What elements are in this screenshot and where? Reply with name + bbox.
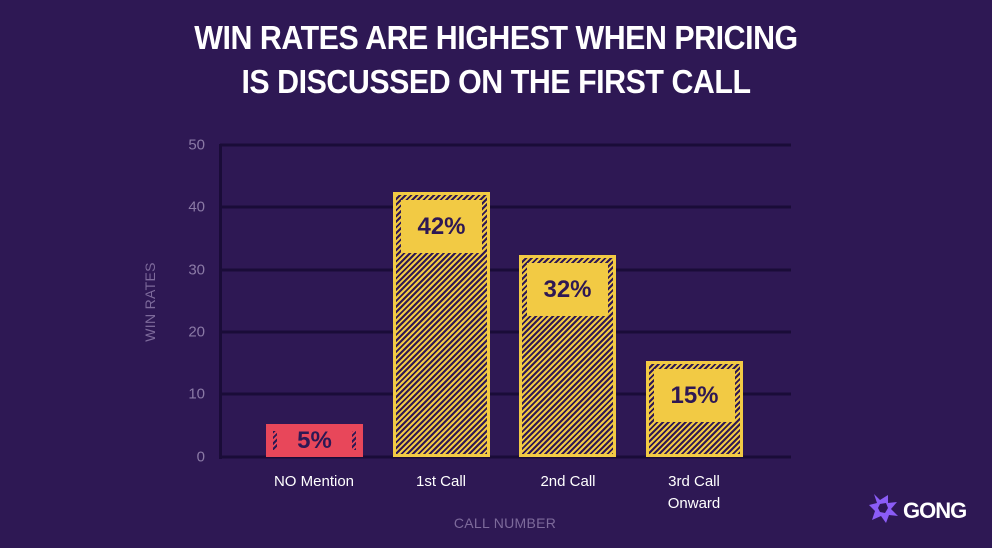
x-category-1st-call: 1st Call [415, 473, 467, 490]
bar-stripe-right [350, 431, 356, 450]
y-tick-20: 20 [188, 323, 205, 341]
x-category-line2: Onward [667, 495, 721, 512]
chart-title: WIN RATES ARE HIGHEST WHEN PRICING IS DI… [40, 16, 953, 104]
x-category-3rd-call-onward: 3rd Call Onward [634, 471, 754, 515]
gridline-50 [220, 143, 791, 147]
bar-value-label: 32% [527, 263, 608, 316]
y-tick-10: 10 [188, 385, 205, 403]
gridline-10 [220, 392, 791, 396]
bar-2nd-call: 32% [519, 255, 616, 457]
x-category-2nd-call: 2nd Call [540, 473, 596, 490]
y-tick-30: 30 [188, 261, 205, 279]
chart-title-line1: WIN RATES ARE HIGHEST WHEN PRICING [194, 19, 798, 56]
bar-value-label: 42% [401, 200, 482, 253]
bar-stripe-left [273, 431, 279, 450]
gridline-30 [220, 268, 791, 272]
x-category-line1: 3rd Call [668, 473, 720, 490]
y-axis-line [219, 144, 222, 459]
bar-1st-call: 42% [393, 192, 490, 457]
gong-logo-text: GONG [903, 497, 967, 523]
gong-starburst-icon [868, 492, 900, 529]
y-tick-0: 0 [196, 448, 205, 466]
bar-no-mention: 5% [266, 424, 363, 457]
y-tick-40: 40 [188, 198, 205, 216]
x-axis-label: CALL NUMBER [453, 515, 557, 531]
gridline-0 [220, 455, 791, 459]
gong-logo: GONG [868, 492, 967, 529]
y-axis-label: WIN RATES [142, 262, 158, 342]
x-category-no-mention: NO Mention [273, 473, 355, 490]
chart-title-line2: IS DISCUSSED ON THE FIRST CALL [241, 63, 751, 100]
bar-3rd-call-onward: 15% [646, 361, 743, 457]
gridline-20 [220, 330, 791, 334]
bar-value-label: 15% [654, 369, 735, 422]
bar-value-label: 5% [277, 427, 352, 454]
y-tick-50: 50 [188, 136, 205, 154]
gridline-40 [220, 205, 791, 209]
